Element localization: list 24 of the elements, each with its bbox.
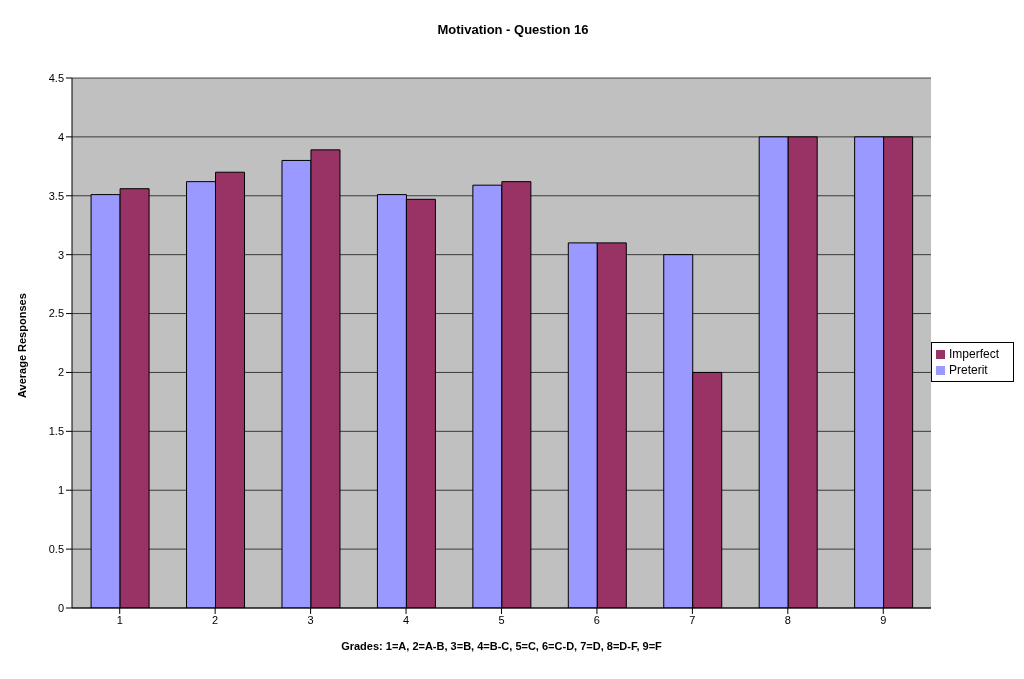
x-tick-label: 3 xyxy=(307,613,314,626)
x-tick-label: 2 xyxy=(212,613,219,626)
x-tick-label: 4 xyxy=(402,613,410,626)
x-tick-label: 5 xyxy=(498,613,505,626)
x-tick-label: 1 xyxy=(116,613,123,626)
chart-title: Motivation - Question 16 xyxy=(436,21,590,39)
y-tick-label: 1.5 xyxy=(48,425,64,438)
y-tick-label: 3 xyxy=(57,248,64,261)
y-tick-label: 4.5 xyxy=(48,71,64,84)
y-axis-title: Average Responses xyxy=(15,293,28,398)
y-tick-label: 1 xyxy=(57,484,64,497)
x-tick-label: 8 xyxy=(784,613,791,626)
y-tick-label: 3.5 xyxy=(48,189,64,202)
y-tick-label: 0.5 xyxy=(48,543,64,556)
x-tick-label: 6 xyxy=(593,613,600,626)
x-axis-title: Grades: 1=A, 2=A-B, 3=B, 4=B-C, 5=C, 6=C-D, 7=D, 8=D-F, 9=F xyxy=(341,640,663,652)
legend-label: Preterit xyxy=(948,363,988,377)
y-tick-label: 4 xyxy=(57,130,64,143)
y-tick-label: 0 xyxy=(57,601,64,614)
y-tick-label: 2.5 xyxy=(48,307,64,320)
x-tick-label: 9 xyxy=(880,613,887,626)
x-tick-label: 7 xyxy=(689,613,696,626)
y-tick-label: 2 xyxy=(57,366,64,379)
legend-label: Imperfect xyxy=(948,347,999,361)
